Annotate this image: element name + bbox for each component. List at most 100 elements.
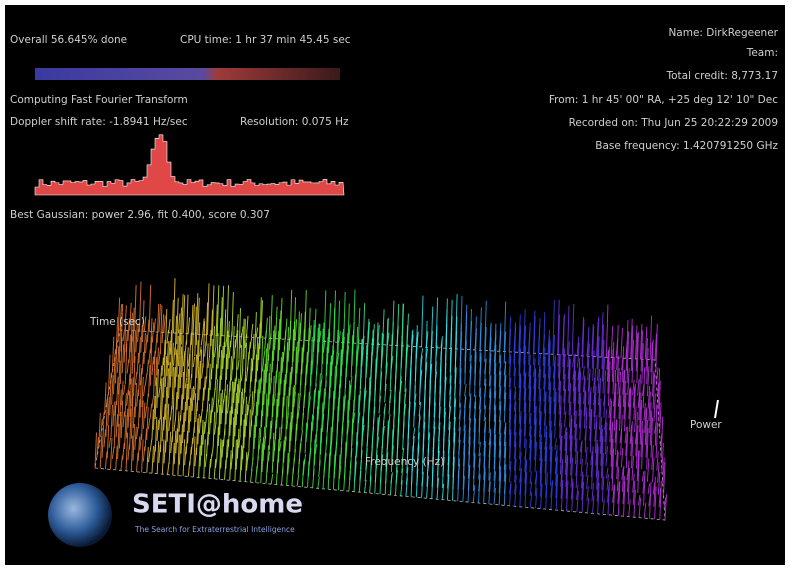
spectrum-spikes: [211, 330, 259, 383]
spectrum-spikes: [158, 350, 206, 401]
sky-position: From: 1 hr 45' 00" RA, +25 deg 12' 10" D…: [549, 94, 778, 106]
cpu-time: CPU time: 1 hr 37 min 45.45 sec: [180, 34, 351, 46]
logo-title: SETI@home: [132, 490, 303, 520]
spectrum-spikes: [166, 293, 213, 347]
spectrum-spikes: [260, 335, 308, 386]
spectrum-spikes: [106, 375, 154, 408]
credit: Total credit: 8,773.17: [665, 70, 778, 82]
spectrum-spikes: [606, 331, 654, 385]
spectrum-spikes: [612, 480, 662, 520]
spectrum-spikes: [154, 377, 203, 423]
spectrum-spikes: [610, 421, 659, 471]
spectrum-spikes: [656, 367, 659, 385]
spectrum-spikes: [457, 463, 507, 506]
spectrum-spikes: [609, 383, 657, 434]
spectrum-spikes: [559, 407, 608, 455]
spectrum-spikes: [312, 319, 359, 367]
gaussian-bars: [34, 134, 345, 196]
spectrum-spikes: [654, 333, 657, 361]
team: Team:: [746, 47, 778, 59]
spectrum-spikes: [661, 443, 664, 471]
spectrum-spikes: [159, 343, 208, 390]
time-axis-label: Time (sec): [89, 316, 145, 328]
spectrum-spikes: [658, 380, 661, 422]
spectrum-spikes: [119, 281, 166, 333]
spectrum-spikes: [203, 391, 253, 438]
spectrum-spikes: [301, 453, 351, 492]
spectrum-spikes: [149, 408, 199, 456]
doppler: Doppler shift rate: -1.8941 Hz/sec: [10, 116, 188, 128]
spectrum-spikes: [560, 480, 610, 515]
spectrum-spikes: [663, 462, 666, 496]
background: [5, 5, 785, 565]
spectrum-spikes: [606, 320, 653, 373]
spectrum-spikes: [610, 411, 659, 459]
spectrum-spikes: [151, 397, 200, 445]
spectrum-spikes: [659, 402, 662, 434]
spectrum-spikes: [201, 417, 250, 460]
spectrum-spikes: [115, 303, 163, 355]
spectrum-spikes: [168, 278, 215, 336]
spectrum-spikes: [664, 494, 667, 521]
spectrum-spikes: [153, 393, 202, 434]
gaussian-graph: [34, 134, 345, 196]
spectrum-spikes: [117, 297, 165, 344]
spectrum-spikes: [611, 438, 660, 483]
spectrum-spikes: [663, 497, 667, 508]
spectrum-spikes: [657, 368, 661, 410]
spectrum-spikes: [202, 403, 251, 449]
spectrum-spikes: [607, 347, 655, 397]
power-axis-label: Power: [690, 419, 722, 431]
spectrum-spikes: [212, 318, 260, 372]
spectrum-spikes: [199, 435, 249, 471]
spectrum-spikes: [206, 378, 255, 416]
spectrum-spikes: [660, 416, 664, 459]
earth-logo: [48, 483, 112, 547]
spectrum-spikes: [611, 448, 661, 495]
gaussian: Best Gaussian: power 2.96, fit 0.400, sc…: [10, 209, 270, 221]
spectrum-spikes: [216, 285, 263, 338]
user-name: Name: DirkRegeener: [668, 27, 778, 39]
spectrum-spikes: [250, 443, 300, 487]
spectrum-spikes: [251, 432, 301, 476]
spectrum-spikes: [252, 422, 301, 465]
spectrum-spikes: [164, 306, 212, 358]
spectrum-spikes: [612, 468, 662, 508]
spectrum-spikes: [509, 467, 559, 511]
spectrum-spikes: [98, 405, 147, 451]
spectrum-spikes: [558, 368, 606, 418]
spectrum-spikes: [557, 313, 604, 370]
spectrum-spikes: [253, 411, 302, 453]
spectrum-spikes: [96, 423, 146, 462]
progress-bar: [35, 68, 340, 80]
recorded: Recorded on: Thu Jun 25 20:22:29 2009: [569, 117, 778, 129]
base-frequency: Base frequency: 1.420791250 GHz: [595, 140, 778, 152]
spectrum-spikes: [156, 366, 205, 412]
power-axis: [714, 399, 719, 419]
spectrum-spikes: [609, 399, 658, 446]
spectrum-spikes: [353, 455, 403, 496]
spectrum-spikes: [662, 457, 665, 484]
spectrum-spikes: [161, 332, 209, 379]
spectrum-spikes: [259, 346, 307, 397]
overall: Overall 56.645% done: [10, 34, 127, 46]
spectrum-spikes: [102, 383, 151, 430]
spectrum-spikes: [213, 308, 261, 361]
spectrum-spikes: [100, 394, 149, 441]
spectrum-spikes: [198, 438, 248, 482]
spectrum-spikes: [208, 363, 256, 405]
spectrum-spikes: [215, 297, 262, 350]
spectrum-spikes: [94, 432, 144, 473]
spectrum-spikes: [163, 321, 210, 368]
spectrum-spikes: [608, 370, 656, 422]
spectrum-spikes: [146, 434, 196, 478]
spectrum-spikes: [209, 342, 257, 394]
spectrum-spikes: [205, 379, 254, 427]
spectrum-spikes: [655, 323, 658, 373]
spectrum-spikes: [148, 430, 197, 467]
spectrum-spikes: [111, 329, 159, 376]
logo-tagline: The Search for Extraterrestrial Intellig…: [134, 525, 295, 534]
spectrum-spikes: [255, 387, 304, 431]
spectrum-plot: [94, 278, 667, 521]
